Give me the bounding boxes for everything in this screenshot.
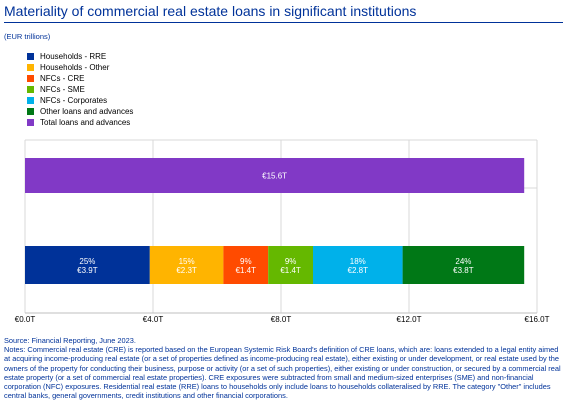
segment-pct-label: 9% (285, 257, 297, 266)
chart-title: Materiality of commercial real estate lo… (4, 3, 417, 19)
x-tick-label: €4.0T (143, 315, 164, 324)
legend-swatch (27, 53, 34, 60)
legend-item: Households - RRE (27, 51, 133, 62)
bar-segment (268, 246, 313, 284)
legend-swatch (27, 86, 34, 93)
legend-swatch (27, 75, 34, 82)
legend-swatch (27, 108, 34, 115)
legend-swatch (27, 64, 34, 71)
notes-text: Notes: Commercial real estate (CRE) is r… (4, 345, 561, 401)
legend-label: Total loans and advances (40, 118, 131, 127)
segment-value-label: €1.4T (280, 266, 301, 275)
legend-item: NFCs - SME (27, 84, 133, 95)
x-tick-label: €12.0T (397, 315, 422, 324)
bar-segment (223, 246, 269, 284)
total-bar (25, 158, 525, 193)
segment-value-label: €1.4T (236, 266, 257, 275)
legend-item: Total loans and advances (27, 117, 133, 128)
legend: Households - RRE Households - Other NFCs… (27, 51, 133, 128)
unit-label: (EUR trillions) (4, 32, 51, 41)
legend-item: Other loans and advances (27, 106, 133, 117)
legend-item: NFCs - CRE (27, 73, 133, 84)
legend-label: NFCs - Corporates (40, 96, 108, 105)
bar-segment (313, 246, 403, 284)
segment-value-label: €3.9T (77, 266, 98, 275)
x-tick-label: €16.0T (525, 315, 550, 324)
legend-label: Households - RRE (40, 52, 107, 61)
legend-label: NFCs - SME (40, 85, 85, 94)
legend-item: Households - Other (27, 62, 133, 73)
x-tick-label: €8.0T (271, 315, 292, 324)
segment-pct-label: 18% (350, 257, 366, 266)
legend-label: Other loans and advances (40, 107, 134, 116)
total-bar-label: €15.6T (262, 172, 287, 181)
x-axis: €0.0T €4.0T €8.0T €12.0T €16.0T (15, 312, 550, 324)
legend-item: NFCs - Corporates (27, 95, 133, 106)
legend-swatch (27, 97, 34, 104)
bar-segment (149, 246, 224, 284)
segment-pct-label: 24% (455, 257, 471, 266)
bars: €15.6T25%€3.9T15%€2.3T9%€1.4T9%€1.4T18%€… (25, 158, 525, 284)
segment-value-label: €3.8T (453, 266, 474, 275)
segment-pct-label: 15% (179, 257, 195, 266)
bar-segment (402, 246, 525, 284)
segment-value-label: €2.3T (176, 266, 197, 275)
segment-pct-label: 9% (240, 257, 252, 266)
legend-label: NFCs - CRE (40, 74, 85, 83)
source-notes: Source: Financial Reporting, June 2023. … (4, 336, 564, 400)
legend-label: Households - Other (40, 63, 110, 72)
title-rule (4, 22, 563, 23)
legend-swatch (27, 119, 34, 126)
segment-value-label: €2.8T (348, 266, 369, 275)
segment-pct-label: 25% (79, 257, 95, 266)
x-tick-label: €0.0T (15, 315, 36, 324)
bar-segment (25, 246, 150, 284)
source-text: Source: Financial Reporting, June 2023. (4, 336, 136, 345)
